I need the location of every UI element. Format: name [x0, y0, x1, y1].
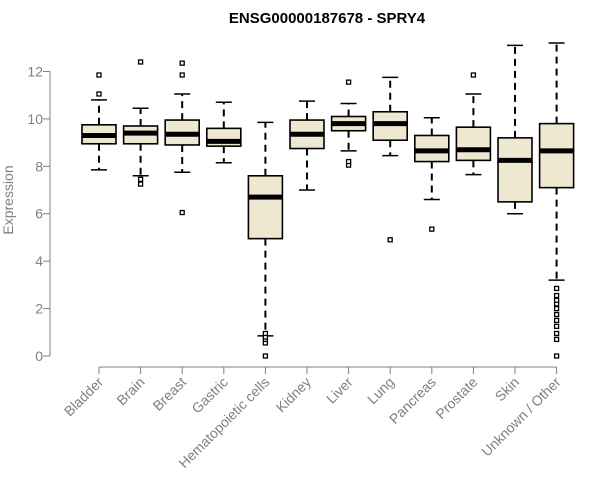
x-tick-label: Liver: [323, 374, 356, 407]
outlier-point: [553, 353, 560, 359]
box-iqr: [497, 137, 533, 203]
outlier-point: [553, 330, 560, 337]
outlier-point: [137, 176, 144, 182]
x-tick-label: Brain: [113, 374, 147, 408]
outlier-point: [429, 226, 435, 232]
outlier-point: [553, 285, 560, 292]
outlier-point: [179, 60, 185, 66]
x-tick-label: Bladder: [61, 374, 107, 420]
box-breast: [164, 60, 200, 216]
x-tick-label: Prostate: [432, 374, 480, 422]
y-tick-label: 0: [35, 348, 43, 364]
outlier-point: [179, 72, 185, 78]
box-skin: [497, 44, 533, 215]
outlier-point: [137, 59, 144, 65]
box-lung: [372, 76, 409, 243]
box-prostate: [455, 72, 492, 176]
box-iqr: [455, 126, 492, 162]
box-hematopoietic-cells: [247, 121, 284, 359]
y-tick-label: 6: [35, 206, 43, 222]
outlier-point: [553, 305, 560, 312]
box-kidney: [289, 100, 325, 191]
y-tick-label: 10: [27, 111, 43, 127]
box-pancreas: [413, 116, 450, 232]
box-bladder: [81, 72, 117, 171]
outlier-point: [553, 311, 560, 318]
box-liver: [330, 79, 367, 168]
outlier-point: [470, 72, 477, 78]
outlier-point: [553, 336, 560, 343]
outlier-point: [96, 72, 102, 78]
outlier-point: [137, 181, 144, 187]
y-tick-label: 12: [27, 63, 43, 79]
outlier-point: [387, 237, 393, 243]
y-axis-label: Expression: [0, 165, 16, 234]
outlier-point: [553, 323, 560, 330]
outlier-point: [179, 209, 185, 216]
box-iqr: [247, 174, 284, 240]
y-tick-label: 4: [35, 253, 43, 269]
x-tick-label: Lung: [364, 374, 397, 407]
x-tick-label: Breast: [149, 374, 189, 414]
boxplots: [81, 42, 575, 359]
box-unknown-other: [538, 42, 575, 359]
outlier-point: [553, 292, 560, 299]
outlier-point: [262, 330, 269, 337]
outlier-point: [262, 353, 269, 359]
x-tick-label: Kidney: [273, 374, 315, 416]
outlier-point: [553, 297, 560, 303]
y-tick-label: 8: [35, 158, 43, 174]
box-gastric: [206, 101, 242, 164]
outlier-point: [345, 158, 352, 165]
x-tick-label: Skin: [492, 374, 523, 405]
chart-title: ENSG00000187678 - SPRY4: [229, 10, 426, 27]
outlier-point: [96, 91, 102, 97]
box-iqr: [538, 122, 575, 189]
box-brain: [122, 59, 159, 187]
outlier-point: [345, 79, 352, 85]
y-tick-label: 2: [35, 301, 43, 317]
x-tick-label: Unknown / Other: [478, 374, 564, 460]
outlier-point: [553, 317, 560, 324]
